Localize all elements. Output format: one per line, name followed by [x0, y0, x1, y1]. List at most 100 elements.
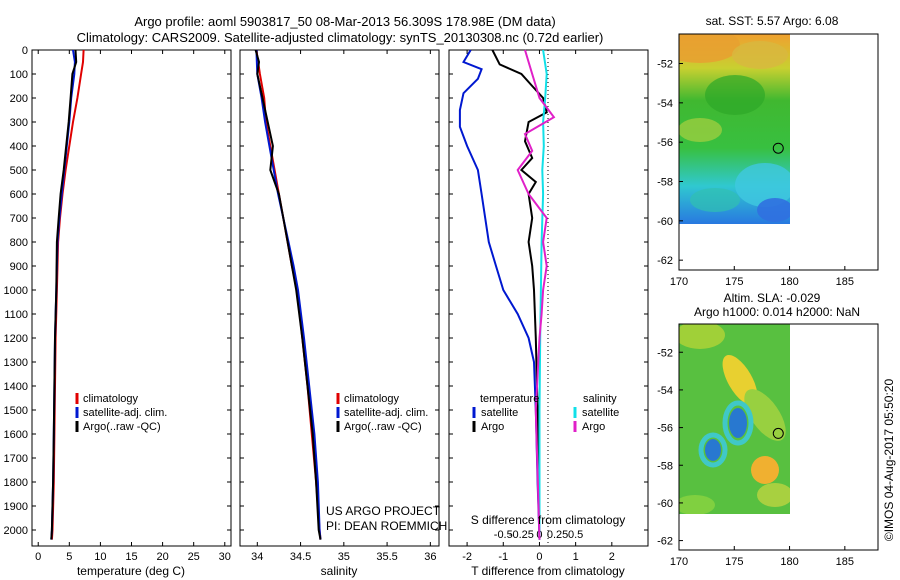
y-tick-label: 2000 — [4, 525, 28, 537]
lat-tick-label: -56 — [657, 423, 673, 435]
temperature-axes-frame — [31, 49, 232, 547]
legend-title-temperature: temperature — [480, 393, 539, 405]
legend-label: satellite — [582, 407, 619, 419]
x-tick-label: 2 — [609, 551, 615, 563]
difference-legend: temperature salinity satellite Argo satellit… — [472, 393, 619, 433]
lat-tick-label: -62 — [657, 255, 673, 267]
s-tick-label: 0.5 — [568, 529, 583, 541]
legend-label: Argo — [582, 421, 605, 433]
figure-title-line2: Climatology: CARS2009. Satellite-adjuste… — [77, 30, 604, 45]
lat-tick-label: -58 — [657, 460, 673, 472]
lat-tick-label: -58 — [657, 177, 673, 189]
sla-map-ticks: 170 175 180 185 -52 -54 -56 -58 -60 -62 — [657, 347, 854, 568]
temperature-series — [50, 49, 85, 540]
s-difference-label: S difference from climatology — [471, 513, 626, 527]
s-tick-label: -0.5 — [494, 529, 513, 541]
sla-map-panel: Altim. SLA: -0.029 Argo h1000: 0.014 h20… — [657, 291, 879, 568]
lon-tick-label: 185 — [836, 556, 854, 568]
y-tick-label: 1400 — [4, 381, 28, 393]
y-tick-label: 300 — [10, 117, 28, 129]
y-tick-label: 1300 — [4, 357, 28, 369]
y-tick-label: 500 — [10, 165, 28, 177]
y-tick-label: 1700 — [4, 453, 28, 465]
series-line-argo — [491, 49, 548, 540]
salinity-ticks: 34 34.5 35 35.5 36 — [240, 49, 439, 563]
salinity-profile-panel: 34 34.5 35 35.5 36 climatology satellite-adj.… — [239, 49, 447, 578]
x-tick-label: 35 — [338, 551, 350, 563]
x-tick-label: 5 — [66, 551, 72, 563]
lon-tick-label: 180 — [780, 276, 798, 288]
sla-heatmap — [679, 324, 790, 514]
lat-tick-label: -60 — [657, 498, 673, 510]
sst-map-panel: sat. SST: 5.57 Argo: 6.08 170 175 180 185 -5… — [657, 14, 879, 289]
x-tick-label: 30 — [219, 551, 231, 563]
sst-map-title: sat. SST: 5.57 Argo: 6.08 — [706, 14, 839, 28]
salinity-legend: climatology satellite-adj. clim. Argo(..ra… — [336, 393, 428, 433]
x-tick-label: 36 — [424, 551, 436, 563]
y-tick-label: 200 — [10, 93, 28, 105]
y-tick-label: 100 — [10, 69, 28, 81]
x-tick-label: 20 — [156, 551, 168, 563]
series-line-argo-raw-qc- — [254, 49, 322, 540]
legend-label: climatology — [344, 393, 400, 405]
lat-tick-label: -52 — [657, 347, 673, 359]
argo-float-marker — [772, 142, 784, 154]
lat-tick-label: -52 — [657, 59, 673, 71]
temperature-profile-panel: 0100200300400500600700800900100011001200… — [4, 45, 232, 578]
lon-tick-label: 175 — [725, 276, 743, 288]
series-line-argo-raw-qc- — [50, 49, 78, 540]
lat-tick-label: -60 — [657, 216, 673, 228]
salinity-xlabel: salinity — [321, 564, 358, 578]
x-tick-label: 25 — [188, 551, 200, 563]
legend-label: satellite — [481, 407, 518, 419]
y-tick-label: 1200 — [4, 333, 28, 345]
sst-map-frame — [678, 33, 879, 271]
x-tick-label: 1 — [573, 551, 579, 563]
sla-map-title-line1: Altim. SLA: -0.029 — [724, 291, 821, 305]
x-tick-label: 34 — [251, 551, 263, 563]
imos-watermark: ©IMOS 04-Aug-2017 05:50:20 — [882, 379, 896, 542]
lon-tick-label: 170 — [670, 556, 688, 568]
x-tick-label: -1 — [498, 551, 508, 563]
y-tick-label: 1900 — [4, 501, 28, 513]
y-tick-label: 700 — [10, 213, 28, 225]
legend-label: Argo(..raw -QC) — [344, 421, 422, 433]
temperature-ticks: 0100200300400500600700800900100011001200… — [4, 45, 231, 563]
sla-map-title-line2: Argo h1000: 0.014 h2000: NaN — [694, 305, 860, 319]
figure-title-line1: Argo profile: aoml 5903817_50 08-Mar-201… — [134, 14, 555, 29]
series-line-satellite — [458, 49, 541, 540]
y-tick-label: 800 — [10, 237, 28, 249]
series-line-satellite-adj-clim- — [255, 49, 322, 540]
sst-heatmap — [679, 34, 790, 224]
salinity-axes-frame — [239, 49, 440, 547]
lat-tick-label: -54 — [657, 98, 673, 110]
y-tick-label: 1600 — [4, 429, 28, 441]
series-line-argo — [516, 49, 556, 540]
pi-annotation: PI: DEAN ROEMMICH — [326, 519, 447, 533]
lon-tick-label: 185 — [836, 276, 854, 288]
x-tick-label: 35.5 — [376, 551, 397, 563]
temperature-legend: climatology satellite-adj. clim. Argo(..ra… — [75, 393, 167, 433]
y-tick-label: 1800 — [4, 477, 28, 489]
x-tick-label: 34.5 — [290, 551, 311, 563]
y-tick-label: 1100 — [4, 309, 28, 321]
x-tick-label: 10 — [94, 551, 106, 563]
legend-label: climatology — [83, 393, 139, 405]
y-tick-label: 400 — [10, 141, 28, 153]
lat-tick-label: -54 — [657, 385, 673, 397]
sst-map-ticks: 170 175 180 185 -52 -54 -56 -58 -60 -62 — [657, 59, 854, 289]
x-tick-label: 0 — [536, 551, 542, 563]
legend-label: satellite-adj. clim. — [344, 407, 428, 419]
s-tick-label: -0.25 — [509, 529, 534, 541]
difference-profile-panel: -2 -1 0 1 2-0.5-0.25 0 0.25 0.5 temperature sali… — [448, 49, 649, 578]
project-annotation: US ARGO PROJECT — [326, 504, 441, 518]
salinity-series — [254, 49, 322, 540]
y-tick-label: 1000 — [4, 285, 28, 297]
y-tick-label: 1500 — [4, 405, 28, 417]
argo-float-marker — [772, 427, 784, 439]
y-tick-label: 0 — [22, 45, 28, 57]
x-tick-label: 15 — [125, 551, 137, 563]
lat-tick-label: -56 — [657, 137, 673, 149]
t-difference-xlabel: T difference from climatology — [471, 564, 625, 578]
